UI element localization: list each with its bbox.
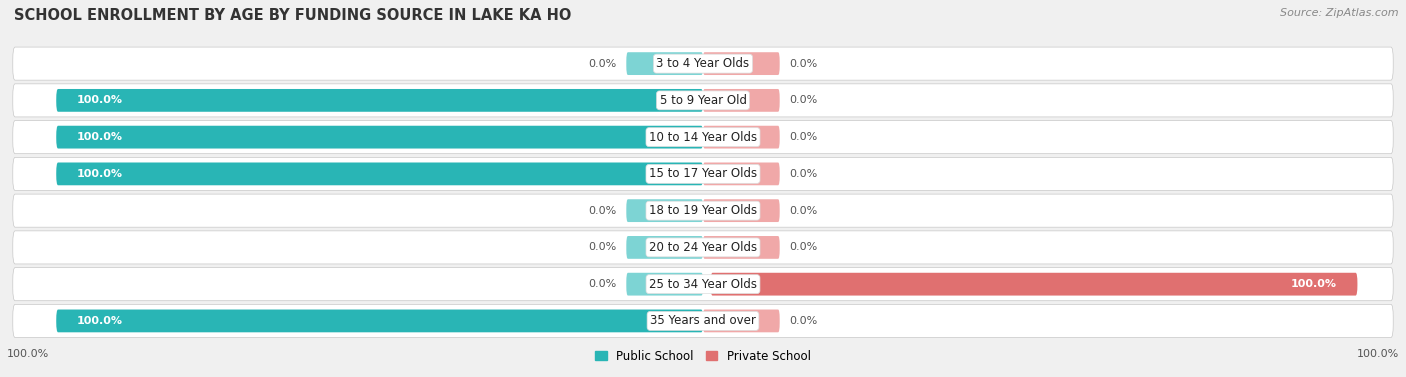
FancyBboxPatch shape [703,199,780,222]
Text: 0.0%: 0.0% [589,242,617,253]
FancyBboxPatch shape [710,273,1357,296]
Text: Source: ZipAtlas.com: Source: ZipAtlas.com [1281,8,1399,18]
FancyBboxPatch shape [56,162,703,185]
Text: 0.0%: 0.0% [589,205,617,216]
FancyBboxPatch shape [626,273,703,296]
Text: 10 to 14 Year Olds: 10 to 14 Year Olds [650,131,756,144]
Text: 3 to 4 Year Olds: 3 to 4 Year Olds [657,57,749,70]
FancyBboxPatch shape [13,194,1393,227]
FancyBboxPatch shape [13,304,1393,337]
Text: 100.0%: 100.0% [1357,349,1399,359]
FancyBboxPatch shape [626,52,703,75]
Text: 0.0%: 0.0% [789,316,817,326]
Text: 0.0%: 0.0% [589,279,617,289]
Text: 100.0%: 100.0% [77,95,122,106]
Text: 100.0%: 100.0% [77,316,122,326]
FancyBboxPatch shape [703,89,780,112]
Legend: Public School, Private School: Public School, Private School [591,345,815,367]
Text: 100.0%: 100.0% [7,349,49,359]
FancyBboxPatch shape [56,89,703,112]
FancyBboxPatch shape [626,199,703,222]
Text: 0.0%: 0.0% [789,242,817,253]
FancyBboxPatch shape [13,84,1393,117]
FancyBboxPatch shape [13,157,1393,190]
Text: 100.0%: 100.0% [1291,279,1337,289]
FancyBboxPatch shape [703,126,780,149]
Text: 0.0%: 0.0% [589,58,617,69]
FancyBboxPatch shape [56,126,703,149]
FancyBboxPatch shape [703,162,780,185]
Text: 18 to 19 Year Olds: 18 to 19 Year Olds [650,204,756,217]
FancyBboxPatch shape [703,236,780,259]
FancyBboxPatch shape [703,52,780,75]
FancyBboxPatch shape [13,47,1393,80]
Text: 20 to 24 Year Olds: 20 to 24 Year Olds [650,241,756,254]
Text: SCHOOL ENROLLMENT BY AGE BY FUNDING SOURCE IN LAKE KA HO: SCHOOL ENROLLMENT BY AGE BY FUNDING SOUR… [14,8,571,23]
Text: 25 to 34 Year Olds: 25 to 34 Year Olds [650,278,756,291]
Text: 0.0%: 0.0% [789,95,817,106]
FancyBboxPatch shape [13,121,1393,154]
Text: 100.0%: 100.0% [77,169,122,179]
Text: 0.0%: 0.0% [789,205,817,216]
Text: 100.0%: 100.0% [77,132,122,142]
FancyBboxPatch shape [626,236,703,259]
Text: 0.0%: 0.0% [789,132,817,142]
Text: 0.0%: 0.0% [789,169,817,179]
Text: 15 to 17 Year Olds: 15 to 17 Year Olds [650,167,756,180]
FancyBboxPatch shape [703,310,780,332]
Text: 5 to 9 Year Old: 5 to 9 Year Old [659,94,747,107]
FancyBboxPatch shape [13,268,1393,301]
Text: 0.0%: 0.0% [789,58,817,69]
FancyBboxPatch shape [56,310,703,332]
FancyBboxPatch shape [13,231,1393,264]
Text: 35 Years and over: 35 Years and over [650,314,756,327]
